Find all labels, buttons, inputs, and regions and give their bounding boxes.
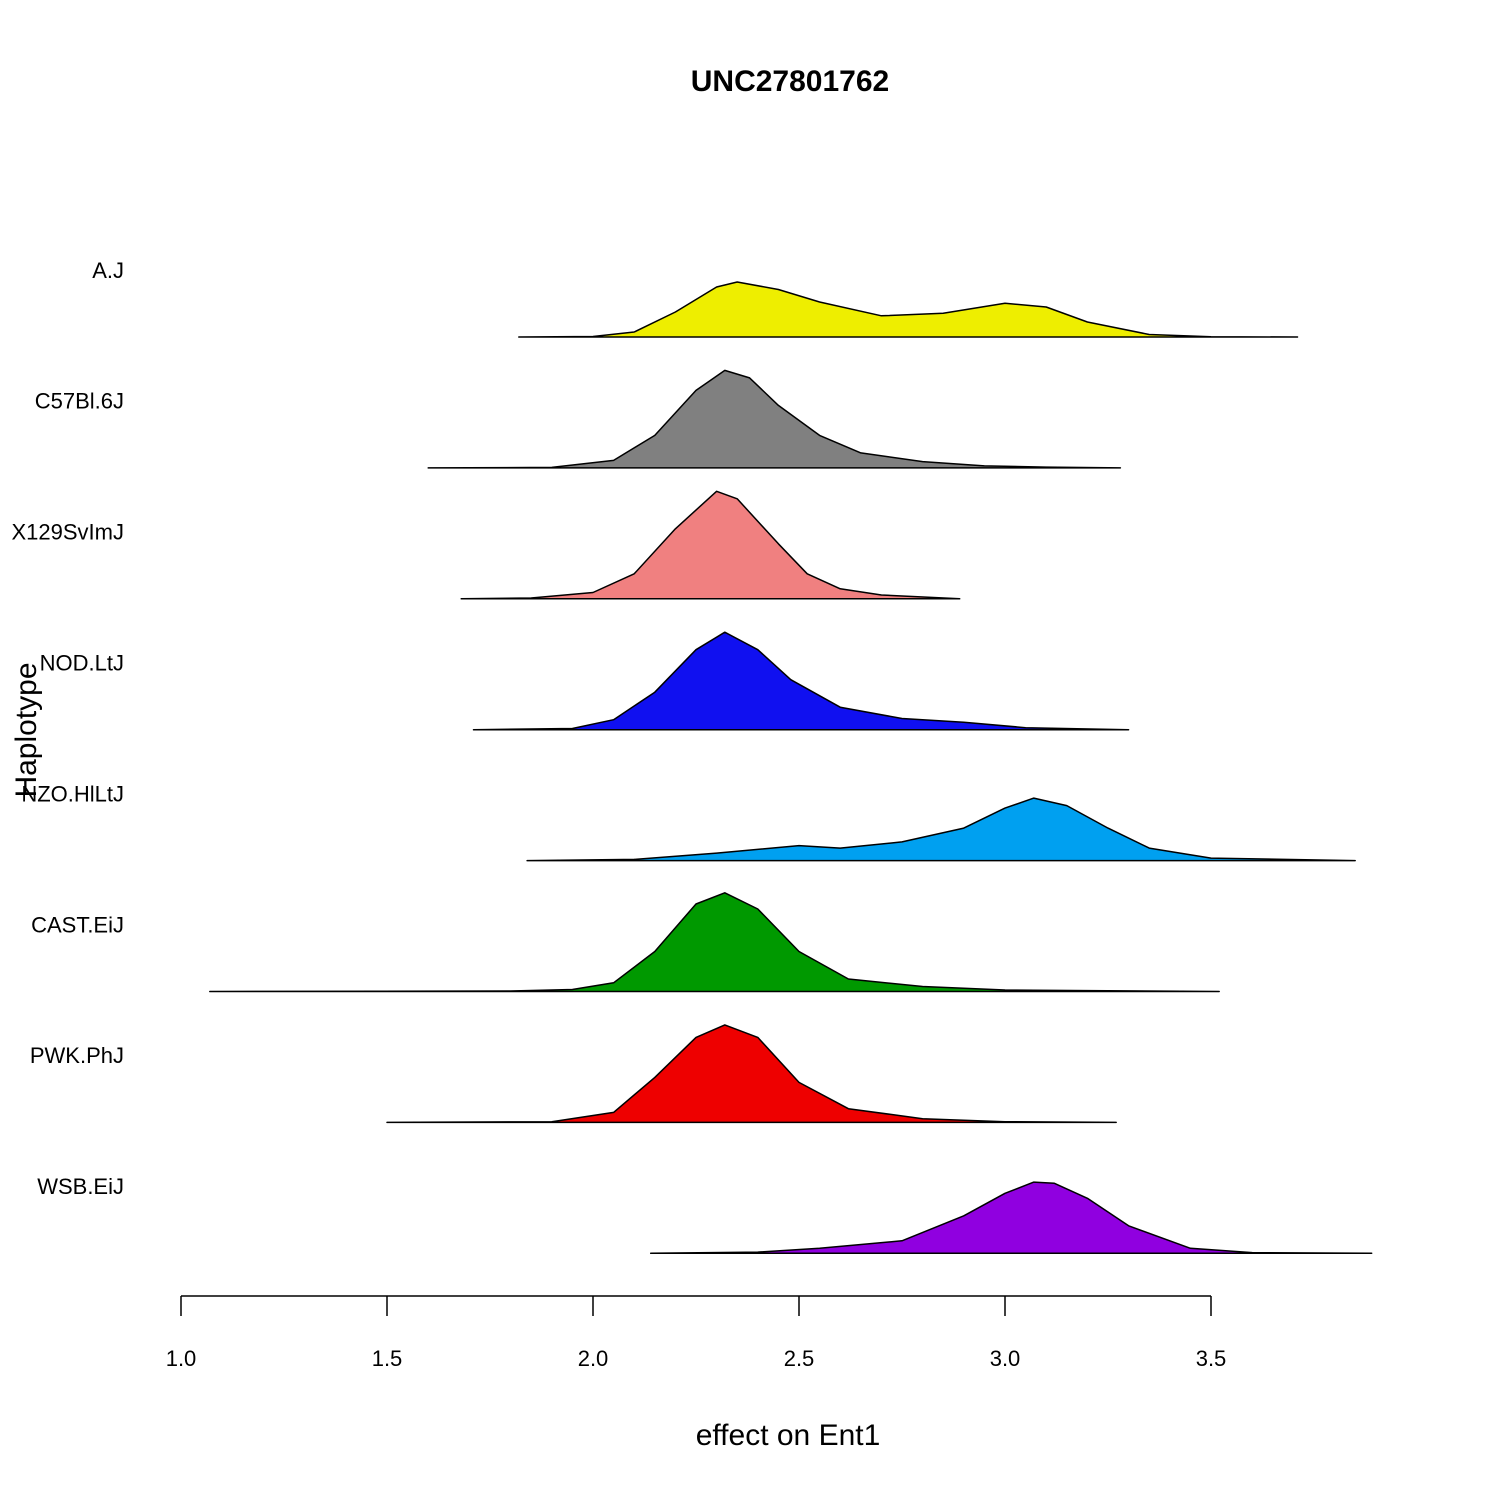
density-ridge — [209, 892, 1220, 993]
density-ridge — [526, 797, 1356, 862]
x-tick-label: 3.0 — [990, 1346, 1021, 1371]
density-ridge — [518, 281, 1299, 338]
chart-title: UNC27801762 — [691, 65, 889, 98]
density-ridge — [649, 1181, 1373, 1255]
density-ridge — [427, 369, 1122, 469]
y-tick-label: NOD.LtJ — [40, 651, 124, 676]
y-tick-label: C57Bl.6J — [35, 389, 124, 414]
density-ridge — [472, 631, 1130, 731]
x-tick-label: 2.5 — [784, 1346, 815, 1371]
y-tick-label: NZO.HlLtJ — [21, 781, 124, 806]
x-tick-label: 2.0 — [578, 1346, 609, 1371]
x-tick-label: 1.5 — [372, 1346, 403, 1371]
x-tick-label: 3.5 — [1196, 1346, 1227, 1371]
x-axis-label: effect on Ent1 — [696, 1419, 881, 1452]
y-tick-label: A.J — [92, 258, 124, 283]
y-tick-label: WSB.EiJ — [37, 1174, 124, 1199]
density-ridge — [460, 490, 961, 600]
y-tick-label: PWK.PhJ — [30, 1043, 124, 1068]
x-tick-label: 1.0 — [166, 1346, 197, 1371]
y-tick-label: X129SvImJ — [12, 520, 125, 545]
y-tick-label: CAST.EiJ — [31, 912, 124, 937]
density-ridge — [386, 1024, 1117, 1124]
y-axis-label: Haplotype — [10, 662, 43, 797]
